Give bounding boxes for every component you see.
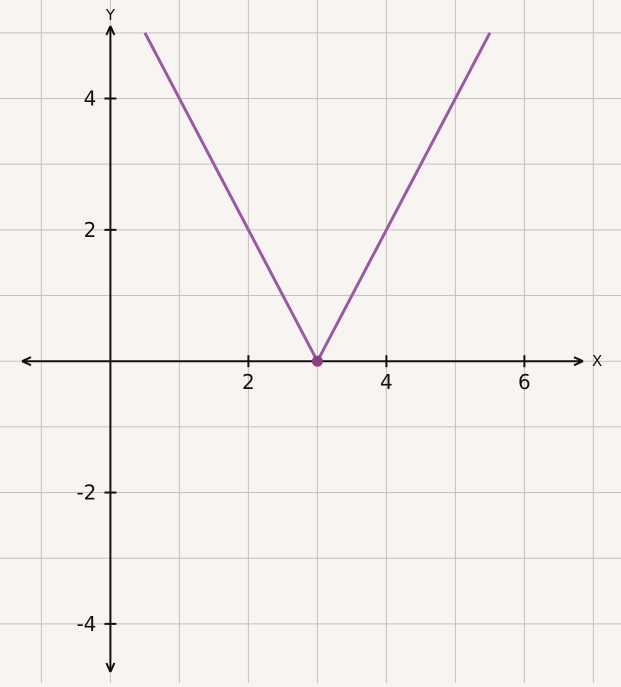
y-tick-label: 4: [84, 87, 97, 111]
y-axis-arrow-bottom: [105, 662, 116, 673]
x-axis-arrow-left: [21, 356, 32, 367]
y-tick-label: -2: [76, 481, 96, 505]
points: [311, 355, 323, 367]
y-axis-arrow-top: [105, 25, 116, 36]
x-tick-label: 2: [242, 370, 255, 394]
y-axis-label: Y: [105, 6, 116, 24]
vertex-point: [311, 355, 323, 367]
x-axis-arrow-right: [573, 356, 584, 367]
x-axis-label: X: [592, 352, 602, 370]
x-tick-label: 6: [518, 370, 531, 394]
ticks: 2 4 6 -4 -2 2 4: [76, 87, 530, 636]
axes: XY: [21, 6, 602, 673]
y-tick-label: -4: [76, 612, 96, 636]
x-tick-label: 4: [380, 370, 393, 394]
y-tick-label: 2: [84, 218, 97, 242]
